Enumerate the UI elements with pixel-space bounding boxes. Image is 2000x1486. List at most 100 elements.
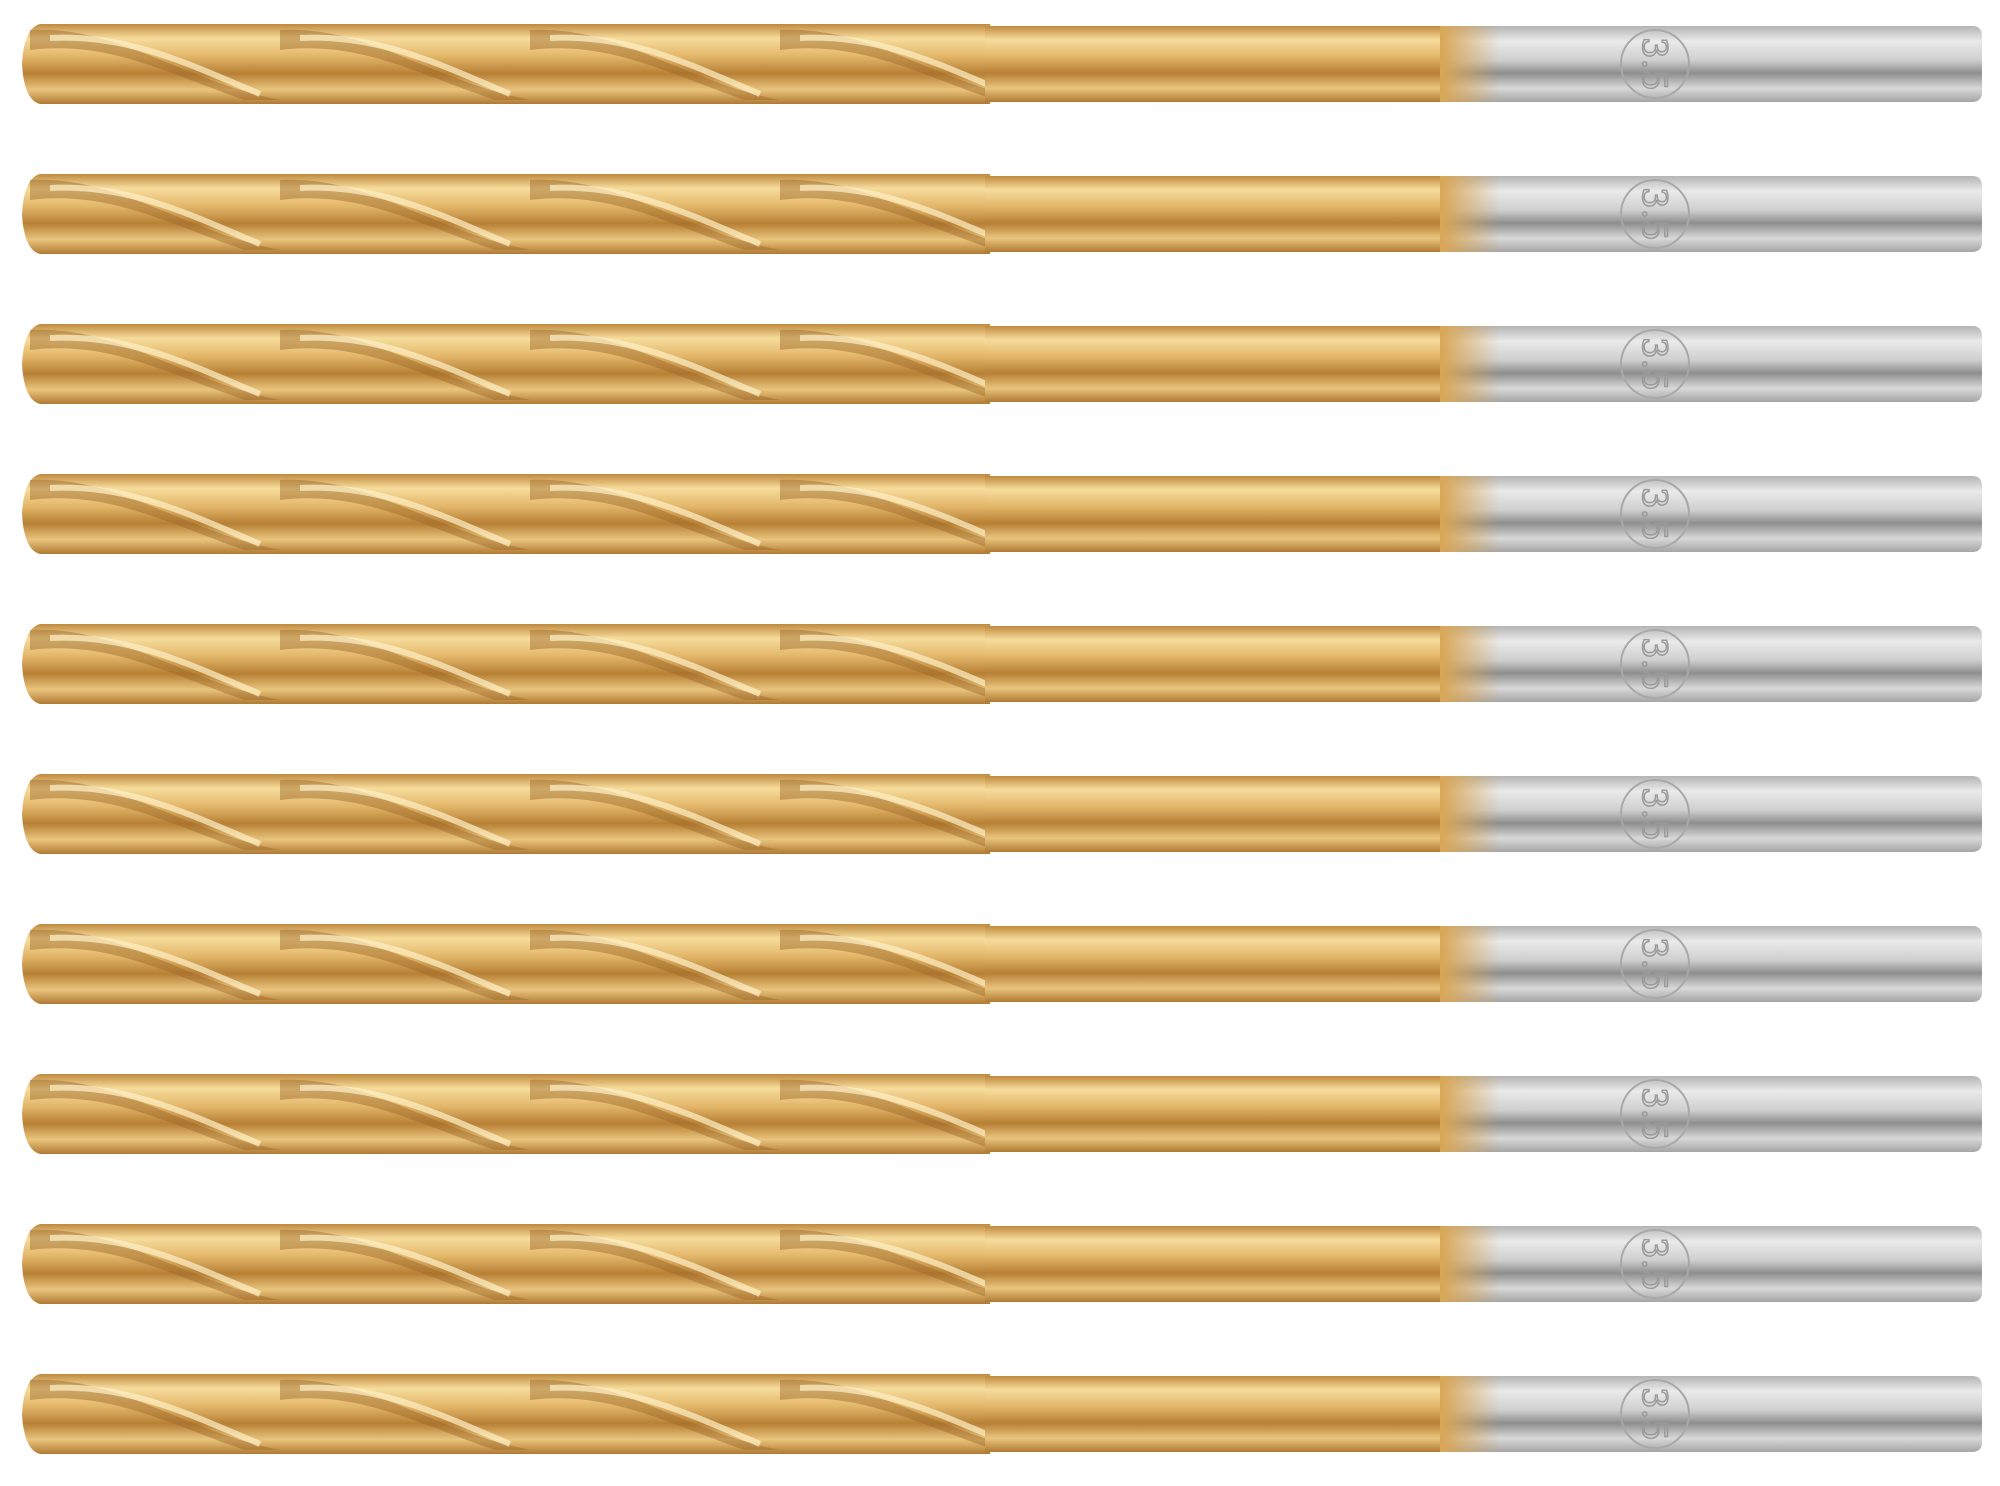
- fluted-body: [22, 324, 990, 404]
- size-engraving: 3.5: [1634, 337, 1674, 391]
- flute-highlight: [299, 34, 512, 97]
- size-engraving: 3.5: [1634, 787, 1674, 841]
- flute-highlight: [549, 1384, 762, 1447]
- gold-shank: [985, 1376, 1445, 1452]
- flute-highlight: [549, 934, 762, 997]
- flute-groove: [530, 179, 780, 250]
- flute-groove: [780, 629, 1030, 700]
- flute-highlight: [49, 184, 262, 247]
- drill-bit: 3.5: [22, 474, 1982, 554]
- gold-shank: [985, 176, 1445, 252]
- flute-groove: [530, 1079, 780, 1150]
- flute-groove: [780, 1079, 1030, 1150]
- flute-highlight: [799, 34, 1012, 97]
- flute-highlight: [549, 634, 762, 697]
- gold-shank: [985, 626, 1445, 702]
- size-engraving-ring: [1620, 29, 1690, 99]
- flute-groove: [530, 629, 780, 700]
- flute-groove: [780, 29, 1030, 100]
- flute-groove: [30, 329, 280, 400]
- flute-highlight: [799, 1084, 1012, 1147]
- drill-bit: 3.5: [22, 924, 1982, 1004]
- flute-groove: [30, 1079, 280, 1150]
- size-engraving-ring: [1620, 479, 1690, 549]
- flute-highlight: [299, 184, 512, 247]
- flute-groove: [30, 179, 280, 250]
- size-engraving-ring: [1620, 779, 1690, 849]
- flute-highlight: [799, 784, 1012, 847]
- size-engraving-ring: [1620, 329, 1690, 399]
- flute-highlight: [49, 334, 262, 397]
- steel-shank: [1440, 1226, 1982, 1302]
- drill-bit: 3.5: [22, 24, 1982, 104]
- flute-groove: [280, 1079, 530, 1150]
- flute-groove: [280, 29, 530, 100]
- flute-highlight: [49, 484, 262, 547]
- flute-highlight: [299, 784, 512, 847]
- flute-groove: [30, 1379, 280, 1450]
- flute-highlight: [799, 184, 1012, 247]
- flute-groove: [530, 779, 780, 850]
- flute-groove: [280, 329, 530, 400]
- coating-transition: [1440, 26, 1500, 102]
- flute-groove: [280, 1379, 530, 1450]
- gold-shank: [985, 476, 1445, 552]
- fluted-body: [22, 474, 990, 554]
- flute-highlight: [49, 1084, 262, 1147]
- drill-bit: 3.5: [22, 774, 1982, 854]
- coating-transition: [1440, 776, 1500, 852]
- flute-highlight: [49, 634, 262, 697]
- size-engraving: 3.5: [1634, 187, 1674, 241]
- flute-groove: [780, 1229, 1030, 1300]
- flute-groove: [280, 779, 530, 850]
- flute-highlight: [549, 1234, 762, 1297]
- size-engraving: 3.5: [1634, 1387, 1674, 1441]
- flute-groove: [780, 929, 1030, 1000]
- flute-groove: [280, 929, 530, 1000]
- steel-shank: [1440, 476, 1982, 552]
- flute-highlight: [799, 1234, 1012, 1297]
- steel-shank: [1440, 626, 1982, 702]
- fluted-body: [22, 624, 990, 704]
- flute-groove: [530, 1379, 780, 1450]
- steel-shank: [1440, 326, 1982, 402]
- flute-groove: [280, 629, 530, 700]
- size-engraving: 3.5: [1634, 487, 1674, 541]
- flute-groove: [780, 479, 1030, 550]
- flute-highlight: [299, 1084, 512, 1147]
- drill-bit: 3.5: [22, 1374, 1982, 1454]
- coating-transition: [1440, 1376, 1500, 1452]
- steel-shank: [1440, 1376, 1982, 1452]
- size-engraving-ring: [1620, 629, 1690, 699]
- flute-highlight: [299, 334, 512, 397]
- size-engraving-ring: [1620, 179, 1690, 249]
- flute-groove: [280, 179, 530, 250]
- fluted-body: [22, 774, 990, 854]
- drill-bit: 3.5: [22, 174, 1982, 254]
- gold-shank: [985, 1226, 1445, 1302]
- drill-bit: 3.5: [22, 1224, 1982, 1304]
- drill-bit: 3.5: [22, 1074, 1982, 1154]
- size-engraving-ring: [1620, 929, 1690, 999]
- gold-shank: [985, 776, 1445, 852]
- drill-bit: 3.5: [22, 624, 1982, 704]
- flute-groove: [280, 1229, 530, 1300]
- drill-bit: 3.5: [22, 324, 1982, 404]
- size-engraving-ring: [1620, 1229, 1690, 1299]
- flute-highlight: [799, 1384, 1012, 1447]
- flute-groove: [530, 329, 780, 400]
- size-engraving: 3.5: [1634, 937, 1674, 991]
- flute-highlight: [549, 334, 762, 397]
- steel-shank: [1440, 1076, 1982, 1152]
- steel-shank: [1440, 26, 1982, 102]
- coating-transition: [1440, 626, 1500, 702]
- size-engraving: 3.5: [1634, 637, 1674, 691]
- flute-groove: [30, 779, 280, 850]
- flute-groove: [30, 929, 280, 1000]
- gold-shank: [985, 26, 1445, 102]
- fluted-body: [22, 174, 990, 254]
- flute-groove: [530, 29, 780, 100]
- flute-highlight: [299, 634, 512, 697]
- coating-transition: [1440, 1226, 1500, 1302]
